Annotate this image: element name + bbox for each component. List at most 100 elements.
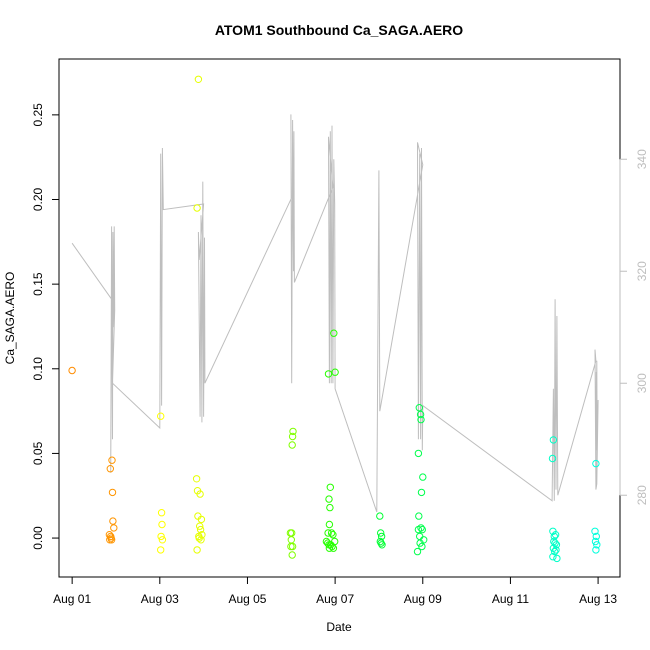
y-tick-label: 0.15 <box>31 272 45 296</box>
data-point <box>108 456 116 464</box>
data-point <box>591 537 600 546</box>
data-point <box>549 436 558 444</box>
x-tick-label: Aug 01 <box>53 592 91 606</box>
data-point <box>413 547 422 556</box>
data-point <box>419 473 427 481</box>
data-point <box>157 509 166 517</box>
data-point <box>325 495 333 503</box>
data-point <box>330 329 338 337</box>
data-point <box>551 531 560 539</box>
y2-tick-label: 320 <box>635 261 649 281</box>
data-point <box>68 366 76 375</box>
x-tick-label: Aug 09 <box>404 592 442 606</box>
y-tick-label: 0.10 <box>31 357 45 381</box>
y-tick-label: 0.25 <box>31 103 45 127</box>
data-point <box>417 524 425 532</box>
data-point <box>592 459 600 468</box>
data-point <box>157 546 165 554</box>
x-tick-label: Aug 11 <box>492 592 529 606</box>
scatter-points <box>68 75 601 563</box>
data-point <box>549 553 557 561</box>
x-axis-label: Date <box>326 620 352 634</box>
data-point <box>325 520 334 529</box>
data-point <box>322 537 331 546</box>
data-point <box>417 415 425 424</box>
data-point <box>192 475 201 483</box>
data-point <box>289 427 297 436</box>
x-axis: Aug 01 Aug 03 Aug 05 Aug 07 Aug 09 Aug 11 Aug … <box>53 576 617 606</box>
data-point <box>592 532 600 541</box>
data-point <box>197 536 205 544</box>
data-point <box>551 539 559 547</box>
data-point <box>193 546 201 554</box>
x-tick-label: Aug 05 <box>228 592 266 606</box>
trace-line <box>71 114 599 513</box>
data-point <box>198 531 206 539</box>
y-tick-label: 0.05 <box>31 441 45 465</box>
data-point <box>194 75 203 84</box>
data-point <box>287 542 295 551</box>
data-point <box>196 490 204 498</box>
data-point <box>196 525 205 534</box>
data-point <box>193 204 201 212</box>
data-point <box>551 547 559 556</box>
data-point <box>331 368 339 376</box>
data-point <box>107 534 115 542</box>
data-point <box>414 449 423 458</box>
data-point <box>157 532 165 541</box>
data-point <box>331 537 339 546</box>
data-point <box>329 531 337 539</box>
y-axis: 0.00 0.05 0.10 0.15 0.20 0.25 <box>31 103 60 550</box>
data-point <box>157 412 165 420</box>
y-tick-label: 0.20 <box>31 188 45 212</box>
y2-tick-label: 300 <box>635 373 649 393</box>
data-point <box>110 524 118 532</box>
data-point <box>416 410 425 419</box>
data-point <box>287 536 295 544</box>
data-point <box>106 465 115 473</box>
y-tick-label: 0.00 <box>31 526 45 550</box>
data-point <box>196 522 204 530</box>
y2-tick-label: 280 <box>635 485 649 505</box>
y2-axis: 280 300 320 340 <box>619 149 649 505</box>
data-point <box>326 483 334 491</box>
data-point <box>591 527 599 535</box>
data-point <box>415 404 423 412</box>
plot-frame <box>58 58 621 578</box>
data-point <box>376 512 384 520</box>
data-point <box>288 551 296 559</box>
data-point <box>158 520 166 529</box>
chart-title: ATOM1 Southbound Ca_SAGA.AERO <box>215 22 463 38</box>
x-tick-label: Aug 13 <box>579 592 617 606</box>
data-point <box>158 536 167 544</box>
data-point <box>329 544 338 552</box>
data-point <box>378 541 386 549</box>
data-point <box>197 515 206 524</box>
data-point <box>288 441 296 449</box>
data-point <box>553 554 561 563</box>
data-point <box>108 488 117 497</box>
data-point <box>288 432 297 441</box>
data-point <box>415 512 423 520</box>
x-tick-label: Aug 03 <box>141 592 179 606</box>
data-point <box>326 503 334 512</box>
data-point <box>324 370 333 378</box>
y2-tick-label: 340 <box>635 149 649 169</box>
data-point <box>327 529 336 537</box>
data-point <box>418 542 426 551</box>
x-tick-label: Aug 07 <box>316 592 354 606</box>
y-axis-label: Ca_SAGA.AERO <box>3 272 17 365</box>
data-point <box>592 546 600 554</box>
data-point <box>109 517 117 525</box>
data-point <box>324 529 332 537</box>
data-point <box>325 544 334 552</box>
data-point <box>418 525 426 534</box>
data-point <box>377 529 385 537</box>
secondary-axis-trace <box>71 114 599 513</box>
data-point <box>593 541 601 549</box>
data-point <box>417 488 426 497</box>
data-point <box>416 532 424 541</box>
data-point <box>552 546 560 554</box>
data-point <box>548 454 557 463</box>
